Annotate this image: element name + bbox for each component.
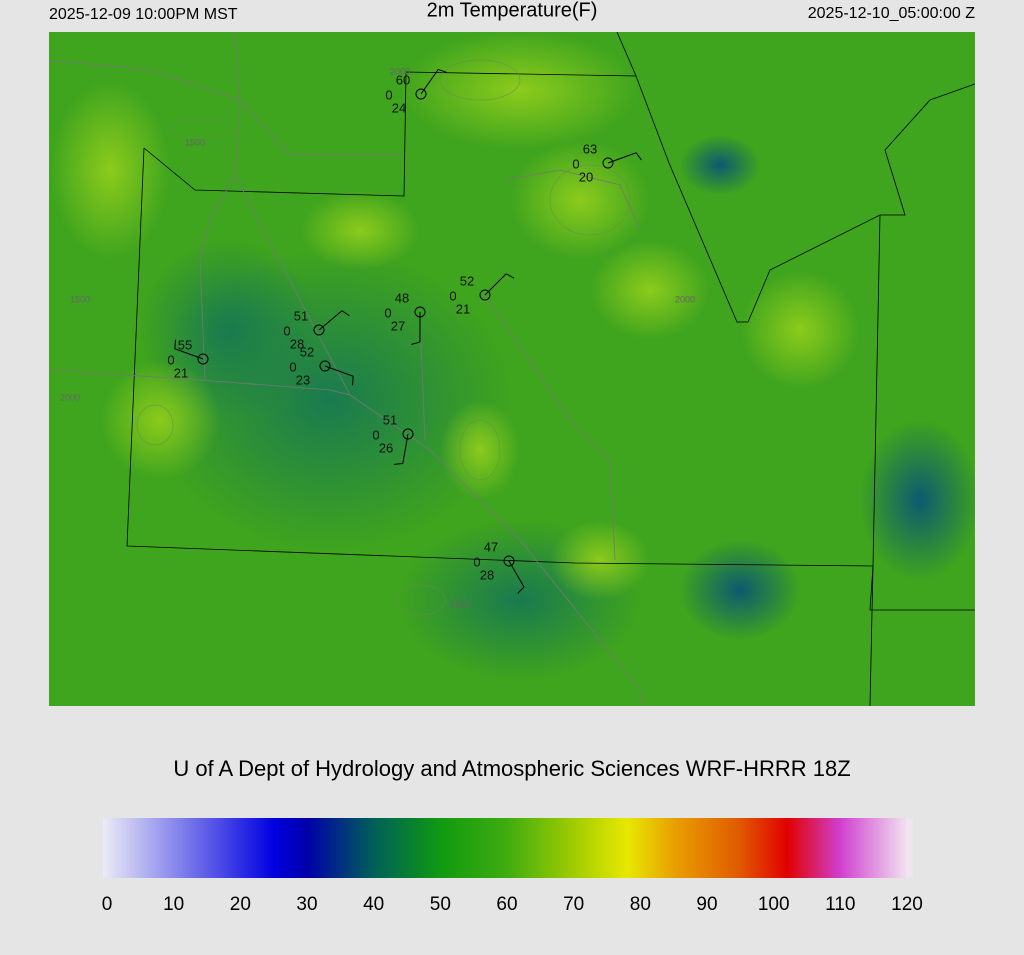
map (49, 32, 975, 706)
station-temp: 51 (294, 308, 308, 323)
wind-barb-flag (341, 310, 350, 317)
station-dewpoint: 28 (480, 567, 494, 582)
wind-barb-flag (393, 463, 403, 465)
station-dewpoint: 24 (392, 100, 406, 115)
wind-barb-flag (505, 273, 515, 279)
map-title: 2m Temperature(F) (427, 0, 598, 21)
colorbar-segment (440, 818, 508, 878)
colorbar-tick-label: 100 (758, 894, 790, 915)
station-plot: 47 028 (473, 539, 525, 594)
station-circle (479, 289, 491, 301)
station-circle (313, 324, 325, 336)
station-plot: 52 021 (449, 273, 515, 316)
station-pressure: 0 (283, 323, 290, 338)
station-pressure: 0 (449, 288, 456, 303)
station-pressure: 0 (385, 87, 392, 102)
footer-credit: U of A Dept of Hydrology and Atmospheric… (173, 756, 850, 781)
colorbar-segment (673, 818, 741, 878)
station-circle (414, 306, 426, 318)
colorbar-tick-label: 0 (102, 894, 113, 915)
station-pressure: 0 (473, 554, 480, 569)
colorbar-segment (273, 818, 308, 878)
colorbar-tick-label: 80 (630, 894, 651, 915)
station-dewpoint: 28 (290, 336, 304, 351)
colorbar-segment (906, 818, 913, 878)
station-pressure: 0 (167, 352, 174, 367)
colorbar-tick-label: 110 (825, 894, 855, 915)
colorbar-tick-label: 70 (563, 894, 584, 915)
wind-barb-flag (174, 339, 177, 349)
colorbar-tick-label: 90 (696, 894, 717, 915)
colorbar-tick-label: 50 (430, 894, 451, 915)
contour-label: 2000 (60, 392, 80, 402)
station-plot: 51 028 (283, 308, 350, 351)
station-dewpoint: 23 (296, 372, 310, 387)
station-plot: 52 023 (289, 344, 354, 387)
station-dewpoint: 21 (456, 301, 470, 316)
station-plot: 51 026 (372, 412, 414, 465)
valid-time-local: 2025-12-09 10:00PM MST (49, 6, 238, 23)
station-plot: 63 020 (572, 141, 642, 184)
contour-label: 2000 (390, 66, 410, 76)
station-plot: 48 027 (384, 290, 426, 345)
station-temp: 52 (460, 273, 474, 288)
contour-label: 1500 (70, 294, 90, 304)
colorbar-tick-label: 40 (363, 894, 384, 915)
wind-barb-flag (351, 376, 354, 386)
station-temp: 63 (583, 141, 597, 156)
wind-barb-flag (411, 341, 421, 345)
station-dewpoint: 27 (391, 318, 405, 333)
station-pressure: 0 (572, 156, 579, 171)
station-temp: 55 (178, 337, 192, 352)
station-circle (197, 353, 209, 365)
station-temp: 47 (484, 539, 498, 554)
station-dewpoint: 20 (579, 169, 593, 184)
wind-barb-flag (438, 68, 447, 73)
colorbar-tick-label: 120 (891, 894, 923, 915)
contour-label: 2500 (450, 599, 470, 609)
colorbar-segment (573, 818, 628, 878)
contour-label: 1500 (185, 137, 205, 147)
station-circle (319, 360, 331, 372)
station-pressure: 0 (372, 427, 379, 442)
colorbar-segment (307, 818, 375, 878)
colorbar-segment (103, 818, 275, 878)
station-circle (602, 157, 614, 169)
station-plot: 55 021 (167, 337, 209, 380)
station-circle (415, 88, 427, 100)
station-pressure: 0 (384, 305, 391, 320)
colorbar-segment (840, 818, 908, 878)
station-temp: 48 (395, 290, 409, 305)
colorbar-tick-label: 10 (163, 894, 184, 915)
station-temp: 51 (383, 412, 397, 427)
colorbar-segment (627, 818, 675, 878)
station-pressure: 0 (289, 359, 296, 374)
colorbar-segment (787, 818, 841, 878)
colorbar-segment (373, 818, 441, 878)
colorbar-tick-label: 30 (296, 894, 317, 915)
colorbar-tick-label: 20 (230, 894, 251, 915)
wind-barb-flag (517, 586, 525, 594)
station-temp: 52 (300, 344, 314, 359)
station-temp: 60 (396, 72, 410, 87)
colorbar-segment (740, 818, 788, 878)
station-dewpoint: 26 (379, 440, 393, 455)
station-plot: 60 024 (385, 68, 447, 115)
station-dewpoint: 21 (174, 365, 188, 380)
colorbar-tick-label: 60 (496, 894, 517, 915)
colorbar-segment (507, 818, 575, 878)
station-circle (503, 555, 515, 567)
contour-label: 2000 (675, 294, 695, 304)
wind-barb-flag (635, 152, 642, 161)
valid-time-utc: 2025-12-10_05:00:00 Z (808, 5, 975, 22)
station-circle (402, 428, 414, 440)
